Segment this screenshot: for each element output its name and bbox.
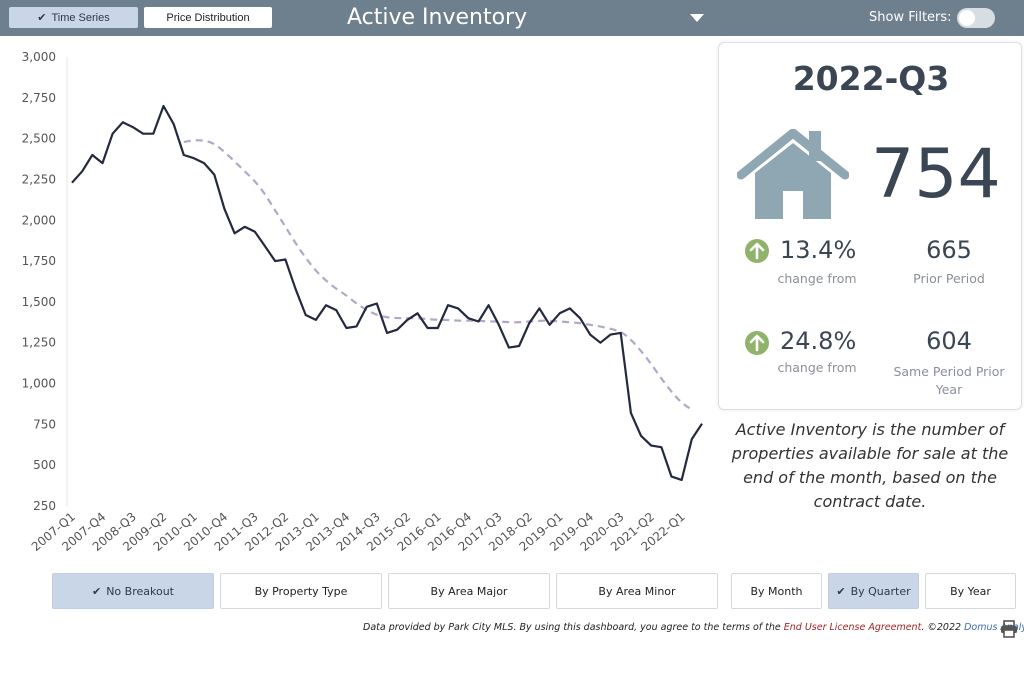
- footer-text: . ©2022: [921, 622, 965, 633]
- y-tick-label: 2,000: [22, 213, 56, 227]
- button-label: By Month: [750, 584, 803, 598]
- by-month-button[interactable]: By Month: [731, 573, 822, 609]
- tab-label: Time Series: [51, 11, 110, 24]
- house-icon: [737, 129, 849, 219]
- chevron-down-icon[interactable]: [690, 14, 704, 22]
- change-prior-pct: 13.4%: [780, 236, 857, 264]
- eula-link[interactable]: End User License Agreement: [783, 622, 922, 633]
- show-filters-toggle[interactable]: [957, 8, 995, 28]
- button-label: By Year: [950, 584, 991, 598]
- footer-disclaimer: Data provided by Park City MLS. By using…: [363, 622, 1024, 633]
- breakout-property-type-button[interactable]: By Property Type: [220, 573, 382, 609]
- button-label: By Property Type: [254, 584, 348, 598]
- series-line-trend: [183, 139, 693, 411]
- y-tick-label: 2,250: [22, 172, 56, 186]
- prior-period-label: Prior Period: [913, 271, 985, 286]
- printer-icon[interactable]: [1000, 620, 1018, 638]
- change-prior-label: change from: [777, 271, 857, 286]
- y-tick-label: 1,750: [22, 254, 56, 268]
- period-label: 2022-Q3: [792, 59, 950, 98]
- breakout-none-button[interactable]: ✔ No Breakout: [52, 573, 214, 609]
- tab-label: Price Distribution: [166, 11, 250, 24]
- button-label: No Breakout: [106, 584, 174, 598]
- y-tick-label: 2,500: [22, 132, 56, 146]
- tab-price-distribution[interactable]: Price Distribution: [144, 7, 272, 28]
- breakout-area-major-button[interactable]: By Area Major: [388, 573, 550, 609]
- breakout-area-minor-button[interactable]: By Area Minor: [556, 573, 718, 609]
- y-tick-label: 1,000: [22, 377, 56, 391]
- arrow-up-icon: [745, 239, 769, 263]
- arrow-up-icon: [745, 331, 769, 355]
- inventory-line-chart: 250 500 750 1,000 1,250 1,500 1,750 2,000 2,250 2…: [22, 50, 703, 554]
- show-filters-label: Show Filters:: [869, 10, 952, 25]
- toggle-knob: [959, 10, 975, 26]
- change-year-label: change from: [777, 360, 857, 375]
- series-line-active-inventory: [71, 104, 703, 481]
- prior-period-value: 665: [926, 236, 972, 264]
- tab-time-series[interactable]: ✔ Time Series: [9, 7, 138, 28]
- footer-text: Data provided by Park City MLS. By using…: [363, 622, 784, 633]
- current-value: 754: [871, 135, 1001, 214]
- y-tick-label: 500: [33, 458, 56, 472]
- y-tick-label: 250: [33, 499, 56, 513]
- y-tick-label: 3,000: [22, 50, 56, 64]
- change-year-pct: 24.8%: [780, 327, 857, 355]
- brand-link[interactable]: Domus Analytics: [964, 622, 1024, 633]
- metric-description: Active Inventory is the number of proper…: [731, 420, 1009, 511]
- y-axis: 250 500 750 1,000 1,250 1,500 1,750 2,000 2,250 2…: [22, 50, 56, 513]
- check-icon: ✔: [37, 12, 47, 24]
- prior-year-label: Same Period Prior Year: [893, 364, 1005, 397]
- y-tick-label: 2,750: [22, 91, 56, 105]
- by-quarter-button[interactable]: ✔ By Quarter: [828, 573, 919, 609]
- by-year-button[interactable]: By Year: [925, 573, 1016, 609]
- check-icon: ✔: [91, 584, 102, 598]
- button-label: By Area Major: [430, 584, 508, 598]
- prior-year-value: 604: [926, 327, 972, 355]
- button-label: By Quarter: [850, 584, 911, 598]
- summary-card: 2022-Q3 754 13.4% change from 665 Prior …: [718, 42, 1022, 410]
- y-tick-label: 1,250: [22, 336, 56, 350]
- y-tick-label: 1,500: [22, 295, 56, 309]
- dashboard-title[interactable]: Active Inventory: [347, 5, 528, 30]
- header-bar: ✔ Time Series Price Distribution Active …: [0, 0, 1024, 36]
- y-tick-label: 750: [33, 417, 56, 431]
- button-label: By Area Minor: [598, 584, 676, 598]
- check-icon: ✔: [836, 584, 846, 598]
- x-axis: 2007-Q12007-Q42008-Q32009-Q22010-Q12010-…: [29, 510, 688, 554]
